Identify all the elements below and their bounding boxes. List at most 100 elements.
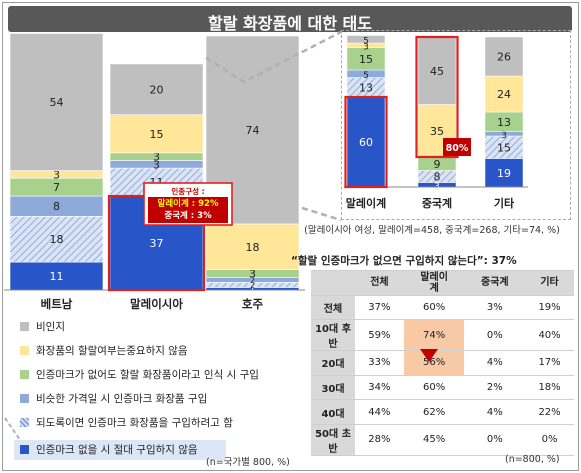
bar-1-segment-5 <box>109 63 204 116</box>
table-cell: 17% <box>525 350 574 376</box>
inset-bar-label: 3 <box>363 42 369 52</box>
legend-label: 비인지 <box>36 321 65 333</box>
table-row: 50대 초반 28% 45% 0% 0% <box>311 423 574 456</box>
bar-label: 3 <box>249 267 256 280</box>
table-cell: 33% <box>355 350 404 376</box>
bar-label: 3 <box>153 151 160 164</box>
title-bar: 할랄 화장품에 대한 태도 <box>8 6 572 33</box>
inset-frame <box>341 30 571 220</box>
inset-bar-label: 3 <box>501 131 507 141</box>
table-cell: 4% <box>464 399 526 425</box>
legend-label: 화장품의 할랄여부는중요하지 않음 <box>36 345 188 357</box>
table-cell: 0% <box>464 423 526 456</box>
legend-swatch <box>20 346 29 355</box>
inset-bar-label: 60 <box>359 136 373 149</box>
table-cell: 44% <box>355 399 404 425</box>
table-cell: 60% <box>403 374 465 401</box>
down-arrow-icon <box>420 349 438 362</box>
main-chart-note: (n=국가별 800, %) <box>206 457 290 468</box>
table-cell: 59% <box>355 319 404 352</box>
bar-label: 2 <box>250 276 255 285</box>
bar-label: 74 <box>246 124 260 137</box>
table-cell: 18% <box>525 374 574 401</box>
legend-label: 되도록이면 인증마크 화장품을 구입하려고 함 <box>36 417 233 429</box>
inset-category-label: 말레이계 <box>346 196 386 210</box>
legend-item: 인증마크가 없어도 할랄 화장품이라고 인식 시 구입 <box>20 368 280 392</box>
legend-swatch <box>20 418 29 427</box>
main-plot-area: 111887354베트남3711331520말레이시아12231874호주인종구… <box>4 33 305 311</box>
annotation-line: 말레이계 : 92% <box>158 198 219 209</box>
inset-bar-label: 35 <box>430 125 444 138</box>
table-row: 전체 37% 60% 3% 19% <box>311 294 574 321</box>
inset-bar-label: 9 <box>434 158 441 171</box>
table-row-header: 40대 <box>311 399 355 425</box>
table-column-header: 중국계 <box>464 270 526 296</box>
legend-label: 비슷한 가격일 시 인증마크 화장품 구입 <box>36 393 208 405</box>
inset-bar-label: 45 <box>430 65 444 78</box>
inset-bar-label: 13 <box>497 116 511 129</box>
annotation-line: 중국계 : 3% <box>164 210 212 221</box>
legend-swatch <box>20 322 29 331</box>
inset-plot-area: 601351535말레이계3893545중국계19153132426기타80% <box>344 35 528 210</box>
annotation-fill <box>148 197 228 223</box>
inset-category-label: 기타 <box>494 196 515 210</box>
annotation-heading: 인종구성 : <box>171 186 204 196</box>
legend-label: 인증마크 없을 시 절대 구입하지 않음 <box>36 444 198 456</box>
inset-bar-label: 24 <box>497 88 511 101</box>
inset-bar-2-segment-4 <box>484 75 524 113</box>
inset-note: (말레이시아 여성, 말레이계=458, 중국계=268, 기타=74, %) <box>304 225 560 236</box>
table-cell: 4% <box>464 350 526 376</box>
legend-swatch <box>20 370 29 379</box>
table-row: 40대 44% 62% 4% 22% <box>311 399 574 425</box>
inset-category-label: 중국계 <box>422 196 452 210</box>
connector-bottom <box>301 206 342 222</box>
bar-label: 3 <box>53 168 60 181</box>
table-column-header <box>311 270 355 296</box>
table-header-row: 전체 말레이 계 중국계 기타 <box>311 270 574 296</box>
table-column-header: 말레이 계 <box>403 270 465 296</box>
legend-item: 비인지 <box>20 320 280 344</box>
bar-label: 37 <box>150 237 164 250</box>
table-cell: 60% <box>403 294 465 321</box>
bar-label: 11 <box>50 270 64 283</box>
bar-label: 20 <box>150 83 164 96</box>
bar-label: 15 <box>150 128 164 141</box>
bar-label: 8 <box>53 200 60 213</box>
category-label: 베트남 <box>41 297 73 311</box>
table-cell: 0% <box>464 319 526 352</box>
legend-item: 화장품의 할랄여부는중요하지 않음 <box>20 344 280 368</box>
bar-2-segment-4 <box>205 223 300 270</box>
inset-bar-0-segment-0 <box>346 96 386 188</box>
table-cell: 34% <box>355 374 404 401</box>
inset-bar-label: 5 <box>363 71 369 81</box>
callout-text: 80% <box>446 143 469 154</box>
category-label: 호주 <box>242 297 264 311</box>
table-title: “할랄 인증마크가 없으면 구입하지 않는다”: 37% <box>291 255 517 267</box>
bar-label: 18 <box>246 241 260 254</box>
bar-label: 7 <box>53 181 60 194</box>
table-cell: 22% <box>525 399 574 425</box>
table-cell: 56% <box>403 350 465 376</box>
bar-label: 3 <box>153 158 160 171</box>
legend-swatch <box>20 445 29 454</box>
table-column-header: 기타 <box>525 270 574 296</box>
connector-lines <box>4 30 342 441</box>
legend-label: 인증마크가 없어도 할랄 화장품이라고 인식 시 구입 <box>36 369 259 381</box>
table-cell: 45% <box>403 423 465 456</box>
inset-bar-label: 15 <box>497 141 511 154</box>
table-row-header: 전체 <box>311 294 355 321</box>
bar-0-segment-1 <box>9 216 104 263</box>
inset-bar-label: 19 <box>497 167 511 180</box>
legend-item: 되도록이면 인증마크 화장품을 구입하려고 함 <box>20 416 280 440</box>
table-cell: 74% <box>403 319 465 352</box>
chart-title: 할랄 화장품에 대한 태도 <box>208 14 372 33</box>
inset-highlight-malay <box>344 95 388 189</box>
legend-item: 비슷한 가격일 시 인증마크 화장품 구입 <box>20 392 280 416</box>
callout-badge <box>443 138 471 156</box>
inset-bar-label: 5 <box>363 36 369 46</box>
bar-label: 1 <box>250 285 255 294</box>
inset-bar-label: 26 <box>497 51 511 64</box>
table-cell: 3% <box>464 294 526 321</box>
